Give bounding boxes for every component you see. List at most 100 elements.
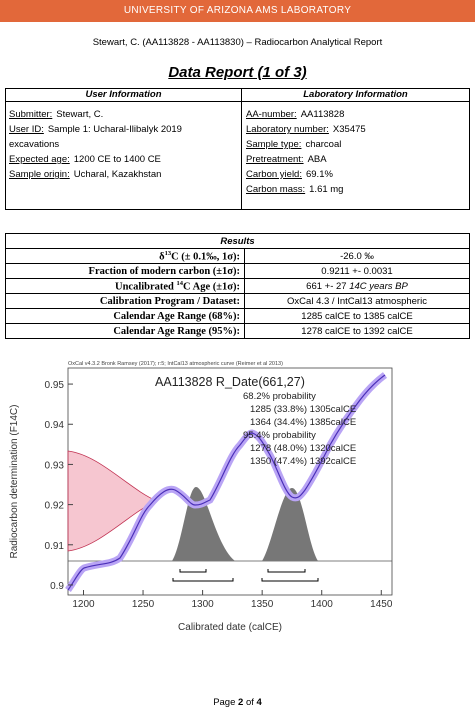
y-tick-label: 0.95 [45, 380, 65, 391]
info-table: User Information Laboratory Information … [5, 88, 470, 210]
info-value: Sample 1: Ucharal-Ilibalyk 2019 [47, 124, 182, 135]
info-value: excavations [9, 139, 60, 150]
annotation: 1285 (33.8%) 1305calCE [250, 404, 356, 415]
calibration-plot: OxCal v4.3.2 Bronk Ramsey (2017); r:5; I… [9, 361, 393, 633]
value-part: 0.9211 +- 0.0031 [321, 265, 393, 277]
info-header [6, 89, 469, 102]
plot-source: OxCal v4.3.2 Bronk Ramsey (2017); r:5; I… [68, 361, 283, 367]
result-row: Fraction of modern carbon (±1σ): 0.9211 +… [5, 263, 470, 279]
label-part: Calendar Age Range (95%): [113, 325, 240, 337]
result-value: 1285 calCE to 1385 calCE [244, 308, 470, 324]
plot-title: AA113828 R_Date(661,27) [155, 375, 305, 389]
info-label: User ID: [9, 124, 44, 135]
info-line: Expected age: 1200 CE to 1400 CE [9, 152, 182, 167]
info-value: 1.61 mg [309, 184, 344, 195]
footer-part: 2 [238, 697, 244, 708]
info-label: Sample origin: [9, 169, 70, 180]
result-value: 661 +- 27 14C years BP [244, 278, 470, 294]
calibration-curve [67, 374, 386, 591]
info-value: X35475 [332, 124, 366, 135]
x-tick-label: 1300 [191, 599, 214, 610]
x-tick-label: 1400 [311, 599, 334, 610]
info-label: Pretreatment: [246, 154, 304, 165]
result-row: Calendar Age Range (95%): 1278 calCE to 1… [5, 323, 470, 339]
user-info: Submitter: Stewart, C. User ID: Sample 1: U… [9, 107, 182, 182]
x-tick-label: 1250 [132, 599, 155, 610]
info-value: ABA [307, 154, 327, 165]
result-value: -26.0 ‰ [244, 248, 470, 264]
results-title: Results [5, 233, 470, 249]
value-part: 14C years BP [349, 280, 408, 292]
info-line: Sample origin: Ucharal, Kazakhstan [9, 167, 182, 182]
value-part: 661 +- 27 [306, 280, 350, 292]
result-label: Fraction of modern carbon (±1σ): [5, 263, 245, 279]
result-label: Uncalibrated 14C Age (±1σ): [5, 278, 245, 294]
info-line: Laboratory number: X35475 [246, 122, 366, 137]
result-label: δ13C (± 0.1‰, 1σ): [5, 248, 245, 264]
info-value: Stewart, C. [56, 109, 104, 120]
info-value: charcoal [305, 139, 342, 150]
x-axis-label: Calibrated date (calCE) [178, 622, 282, 633]
info-line: Carbon mass: 1.61 mg [246, 182, 366, 197]
result-value: OxCal 4.3 / IntCal13 atmospheric [244, 293, 470, 309]
annotation: 68.2% probability [243, 391, 316, 402]
value-part: -26.0 ‰ [340, 250, 374, 262]
x-tick-label: 1350 [251, 599, 274, 610]
label-part: 14 [176, 279, 184, 287]
result-value: 1278 calCE to 1392 calCE [244, 323, 470, 339]
result-value: 0.9211 +- 0.0031 [244, 263, 470, 279]
footer-part: of [243, 697, 257, 708]
info-label: Carbon yield: [246, 169, 302, 180]
value-part: 1285 calCE to 1385 calCE [301, 310, 413, 322]
result-row: Uncalibrated 14C Age (±1σ): 661 +- 27 14C… [5, 278, 470, 294]
range-brackets [172, 569, 319, 582]
report-subtitle: Stewart, C. (AA113828 - AA113830) – Radi… [92, 37, 383, 48]
label-part: Uncalibrated [114, 281, 177, 293]
label-part: δ [159, 251, 165, 263]
info-label: Laboratory number: [246, 124, 329, 135]
result-row: Calibration Program / Dataset: OxCal 4.3 … [5, 293, 470, 309]
info-line: AA-number: AA113828 [246, 107, 366, 122]
footer: Page 2 of 4 [0, 697, 475, 708]
info-label: Submitter: [9, 109, 53, 120]
value-part: 1278 calCE to 1392 calCE [301, 325, 413, 337]
label-part: C (± 0.1‰, 1σ): [171, 251, 240, 263]
info-value: 1200 CE to 1400 CE [73, 154, 161, 165]
info-line: Pretreatment: ABA [246, 152, 366, 167]
footer-part: 4 [256, 697, 262, 708]
result-row: δ13C (± 0.1‰, 1σ): -26.0 ‰ [5, 248, 470, 264]
footer-part: Page [213, 697, 239, 708]
info-line: User ID: Sample 1: Ucharal-Ilibalyk 2019 [9, 122, 182, 137]
info-value: Ucharal, Kazakhstan [73, 169, 162, 180]
user-info-title: User Information [85, 89, 162, 100]
result-label: Calendar Age Range (68%): [5, 308, 245, 324]
label-part: Fraction of modern carbon (±1σ): [88, 265, 240, 277]
y-tick-label: 0.92 [45, 501, 65, 512]
info-line: excavations [9, 137, 182, 152]
y-tick-label: 0.9 [50, 581, 64, 592]
divider [241, 89, 242, 209]
lab-info-title: Laboratory Information [303, 89, 408, 100]
label-part: C Age (±1σ): [183, 281, 240, 293]
results-table: Results δ13C (± 0.1‰, 1σ): -26.0 ‰ Fractio… [5, 233, 470, 339]
value-part: OxCal 4.3 / IntCal13 atmospheric [287, 295, 427, 307]
y-tick-label: 0.91 [45, 541, 65, 552]
annotation: 1364 (34.4%) 1385calCE [250, 417, 356, 428]
result-label: Calendar Age Range (95%): [5, 323, 245, 339]
info-label: Sample type: [246, 139, 302, 150]
annotation: 1278 (48.0%) 1320calCE [250, 443, 356, 454]
info-label: AA-number: [246, 109, 297, 120]
report-title: Data Report (1 of 3) [168, 64, 307, 81]
y-axis-label: Radiocarbon determination (F14C) [9, 405, 20, 559]
annotation: 1350 (47.4%) 1392calCE [250, 456, 356, 467]
calibrated-distribution [172, 487, 318, 561]
x-tick-label: 1450 [370, 599, 393, 610]
result-row: Calendar Age Range (68%): 1285 calCE to 1… [5, 308, 470, 324]
label-part: 13 [164, 249, 172, 257]
annotation: 95.4% probability [243, 430, 316, 441]
label-part: Calendar Age Range (68%): [113, 310, 240, 322]
info-label: Expected age: [9, 154, 70, 165]
info-line: Carbon yield: 69.1% [246, 167, 366, 182]
lab-info: AA-number: AA113828 Laboratory number: X354… [246, 107, 366, 197]
